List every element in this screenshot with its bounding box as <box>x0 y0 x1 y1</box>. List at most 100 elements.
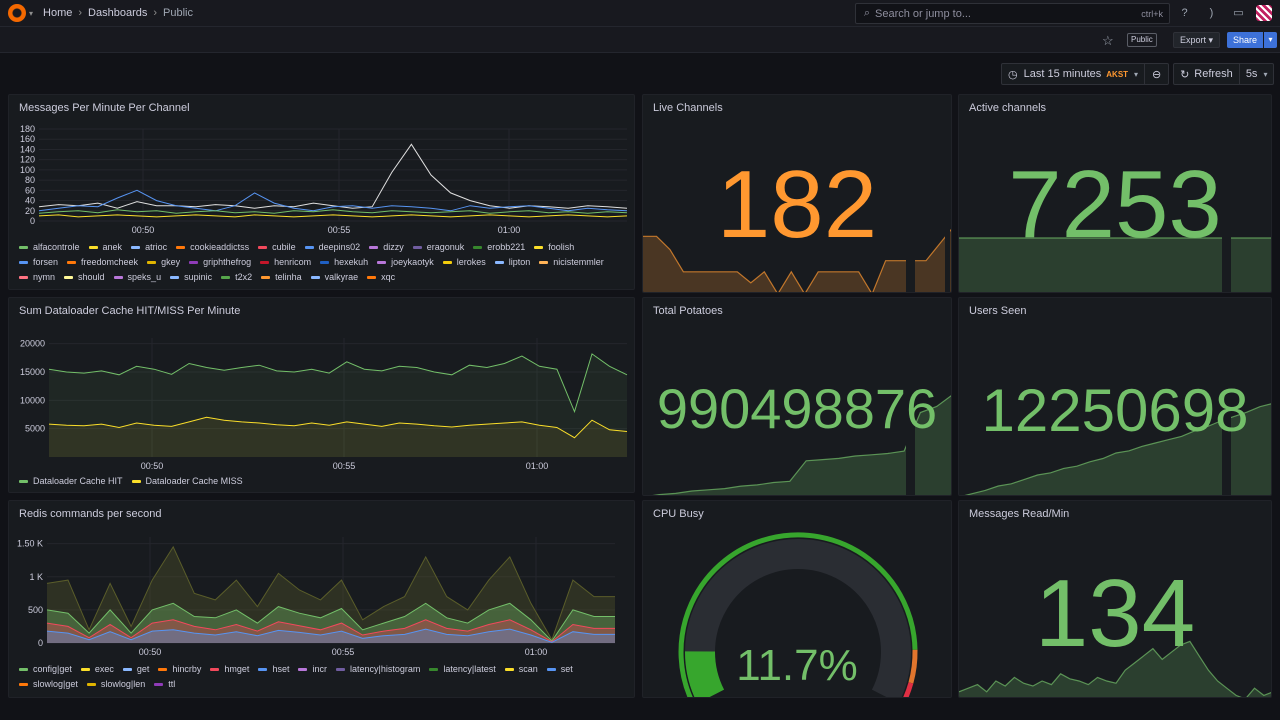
share-button[interactable]: Share <box>1227 32 1264 48</box>
refresh-icon: ↻ <box>1180 68 1190 81</box>
user-avatar[interactable] <box>1256 5 1272 21</box>
legend-item[interactable]: nicistemmler <box>539 257 604 267</box>
legend-item[interactable]: config|get <box>19 664 72 674</box>
legend-item[interactable]: hset <box>258 664 289 674</box>
breadcrumb-dashboards[interactable]: Dashboards <box>88 7 148 19</box>
legend-item[interactable]: t2x2 <box>221 272 252 282</box>
help-icon[interactable]: ? <box>1181 6 1188 19</box>
legend-item[interactable]: hexekuh <box>320 257 368 267</box>
legend-label: cookieaddictss <box>190 242 250 252</box>
news-rss-icon[interactable]: ) <box>1209 6 1214 19</box>
legend-label: speks_u <box>127 272 162 282</box>
time-range-picker[interactable]: ◷ Last 15 minutes AKST ▾ <box>1001 63 1146 85</box>
legend-item[interactable]: alfacontrole <box>19 242 80 252</box>
legend-item[interactable]: latency|latest <box>429 664 496 674</box>
panel-active-channels[interactable]: Active channels 7253 <box>958 94 1272 293</box>
search-input[interactable]: ⌕ Search or jump to... ctrl+k <box>855 3 1170 24</box>
legend-item[interactable]: Dataloader Cache HIT <box>19 476 123 486</box>
legend-item[interactable]: should <box>64 272 105 282</box>
export-button[interactable]: Export ▾ <box>1173 32 1221 48</box>
legend-item[interactable]: foolish <box>534 242 574 252</box>
refresh-interval-picker[interactable]: 5s ▾ <box>1239 63 1275 85</box>
legend-item[interactable]: valkyrae <box>310 272 358 282</box>
legend-swatch <box>131 479 141 483</box>
panel-live-channels[interactable]: Live Channels 182 <box>642 94 952 293</box>
legend-item[interactable]: hmget <box>210 664 249 674</box>
legend-item[interactable]: anek <box>88 242 122 252</box>
share-chevron-down-icon[interactable]: ▾ <box>1264 32 1278 48</box>
legend-item[interactable]: speks_u <box>113 272 162 282</box>
legend-item[interactable]: cookieaddictss <box>176 242 249 252</box>
panel-title: Sum Dataloader Cache HIT/MISS Per Minute <box>19 305 241 317</box>
panel-cpu-busy[interactable]: CPU Busy 11.7% <box>642 500 952 698</box>
share-button-group: Share ▾ <box>1227 32 1278 48</box>
top-nav-bar: ▾ Home › Dashboards › Public ⌕ Search or… <box>0 0 1280 27</box>
legend-item[interactable]: lerokes <box>442 257 486 267</box>
y-tick-label: 120 <box>20 155 35 165</box>
legend-item[interactable]: exec <box>80 664 114 674</box>
legend-item[interactable]: telinha <box>261 272 302 282</box>
legend-swatch <box>367 275 377 279</box>
panel-messages-per-minute[interactable]: Messages Per Minute Per Channel 0 20 40 60 8… <box>8 94 635 290</box>
active-channels-sparkline <box>959 214 1271 292</box>
legend-item[interactable]: griphthefrog <box>189 257 251 267</box>
legend-item[interactable]: set <box>546 664 573 674</box>
legend-label: deepins02 <box>318 242 361 252</box>
refresh-button[interactable]: ↻ Refresh <box>1173 63 1240 85</box>
panel-dataloader-cache[interactable]: Sum Dataloader Cache HIT/MISS Per Minute… <box>8 297 635 493</box>
refresh-label: Refresh <box>1194 68 1233 80</box>
star-icon[interactable]: ☆ <box>1102 33 1114 48</box>
legend-item[interactable]: lipton <box>494 257 530 267</box>
y-tick-label: 160 <box>20 134 35 144</box>
sparkline-area <box>643 229 951 292</box>
legend-item[interactable]: erobb221 <box>473 242 525 252</box>
chevron-down-icon[interactable]: ▾ <box>29 8 34 18</box>
panel-total-potatoes[interactable]: Total Potatoes 990498876 <box>642 297 952 496</box>
legend-swatch <box>64 275 74 279</box>
legend-item[interactable]: hincrby <box>158 664 201 674</box>
legend-item[interactable]: atrioc <box>131 242 167 252</box>
legend-label: lerokes <box>456 257 486 267</box>
grafana-logo-icon[interactable] <box>8 4 26 22</box>
legend-item[interactable]: nymn <box>19 272 55 282</box>
legend-item[interactable]: deepins02 <box>304 242 361 252</box>
legend-item[interactable]: gkey <box>147 257 180 267</box>
legend-item[interactable]: forsen <box>19 257 58 267</box>
legend-item[interactable]: latency|histogram <box>335 664 420 674</box>
series-line <box>38 214 628 218</box>
legend-swatch <box>19 275 28 279</box>
breadcrumb-home[interactable]: Home <box>43 7 73 19</box>
legend-item[interactable]: freedomcheek <box>67 257 138 267</box>
y-tick-label: 5000 <box>25 424 45 434</box>
legend-item[interactable]: supinic <box>170 272 212 282</box>
search-placeholder: Search or jump to... <box>875 7 971 20</box>
time-controls: ◷ Last 15 minutes AKST ▾ ⊖ ↻ Refresh 5s … <box>1001 63 1275 85</box>
legend-item[interactable]: eragonuk <box>412 242 464 252</box>
y-tick-label: 100 <box>20 165 35 175</box>
legend-item[interactable]: incr <box>298 664 327 674</box>
legend-item[interactable]: slowlog|get <box>19 679 78 689</box>
legend-item[interactable]: get <box>122 664 149 674</box>
legend-item[interactable]: dizzy <box>369 242 404 252</box>
legend-item[interactable]: ttl <box>154 679 175 689</box>
legend-label: hexekuh <box>334 257 369 267</box>
legend-label: config|get <box>33 664 72 674</box>
legend-item[interactable]: joeykaotyk <box>377 257 434 267</box>
panel-users-seen[interactable]: Users Seen 12250698 <box>958 297 1272 496</box>
legend-item[interactable]: slowlog|len <box>86 679 145 689</box>
legend-item[interactable]: cubile <box>258 242 296 252</box>
zoom-out-button[interactable]: ⊖ <box>1145 63 1170 85</box>
clock-icon: ◷ <box>1008 68 1018 81</box>
x-tick-label: 01:00 <box>498 225 521 235</box>
series-line <box>38 143 628 209</box>
legend-item[interactable]: Dataloader Cache MISS <box>131 476 243 486</box>
legend-item[interactable]: scan <box>504 664 538 674</box>
legend-swatch <box>473 245 483 249</box>
legend-item[interactable]: xqc <box>367 272 395 282</box>
series-area <box>47 546 615 643</box>
legend-item[interactable]: henricom <box>260 257 311 267</box>
panel-messages-read[interactable]: Messages Read/Min 134 <box>958 500 1272 698</box>
kiosk-monitor-icon[interactable]: ▭ <box>1233 7 1244 19</box>
